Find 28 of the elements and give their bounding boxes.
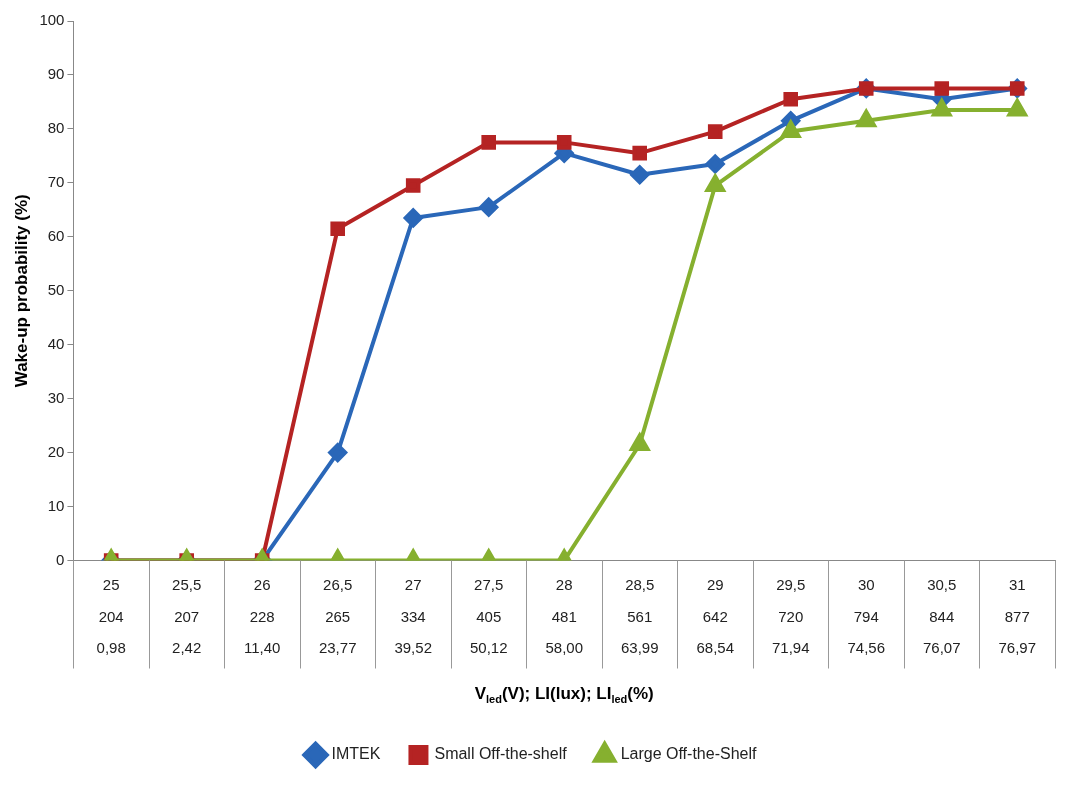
- x-tick-label: 30 794 74,56: [847, 576, 886, 657]
- x-tick-label: 25 204 0,98: [96, 576, 126, 657]
- legend-label: Large Off-the-Shelf: [620, 745, 757, 763]
- x-tick-label: 31 877 76,97: [998, 576, 1037, 657]
- y-tick-label: 100: [39, 11, 65, 29]
- x-tick-label: 29,5 720 71,94: [771, 576, 810, 657]
- x-tick-label: 26,5 265 23,77: [318, 576, 357, 657]
- y-tick-label: 60: [47, 226, 65, 244]
- x-tick-label: 26 228 11,40: [243, 576, 281, 657]
- x-tick-label: 30,5 844 76,07: [922, 576, 961, 657]
- y-tick-label: 30: [47, 388, 65, 406]
- y-tick-label: 50: [47, 280, 65, 298]
- y-tick-label: 20: [47, 442, 65, 460]
- y-tick-label: 40: [47, 334, 65, 352]
- legend-label: IMTEK: [331, 745, 381, 763]
- x-tick-label: 28,5 561 63,99: [620, 576, 659, 657]
- x-tick-label: 27,5 405 50,12: [469, 576, 508, 657]
- y-tick-label: 80: [47, 119, 65, 137]
- x-tick-label: 25,5 207 2,42: [172, 576, 202, 657]
- x-tick-label: 27 334 39,52: [394, 576, 432, 657]
- x-tick-label: 28 481 58,00: [545, 576, 583, 657]
- x-tick-label: 29 642 68,54: [696, 576, 734, 657]
- y-tick-label: 10: [47, 496, 65, 514]
- legend-label: Small Off-the-shelf: [434, 745, 568, 763]
- y-tick-label: 90: [47, 65, 65, 83]
- y-axis-title: Wake-up probability (%): [11, 194, 31, 388]
- y-tick-label: 0: [56, 550, 65, 568]
- y-tick-label: 70: [47, 172, 65, 190]
